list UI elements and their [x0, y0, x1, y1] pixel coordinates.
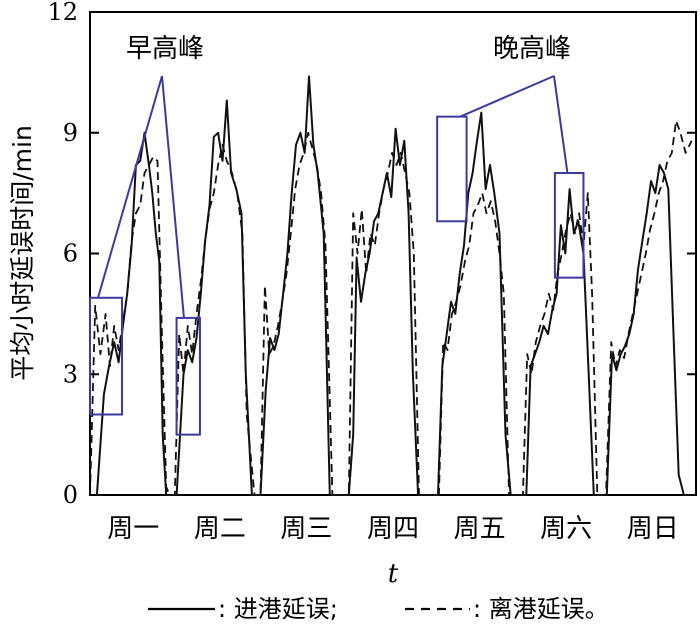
legend-label-arrival: : 进港延误;: [218, 595, 338, 623]
series-layer: [89, 75, 693, 496]
legend: : 进港延误; : 离港延误。: [148, 595, 609, 623]
peak-highlight-box: [175, 316, 201, 436]
series-line-departure: [89, 119, 693, 496]
legend-label-departure: : 离港延误。: [473, 595, 609, 623]
peak-highlight-box: [553, 172, 585, 279]
annotation-connector: [553, 75, 569, 174]
y-tick-label: 0: [63, 481, 78, 509]
x-category-label: 周二: [194, 514, 246, 544]
y-tick-label: 12: [47, 0, 78, 26]
x-category-labels: 周一 周二 周三 周四 周五 周六 周日: [107, 514, 678, 544]
series-line-arrival: [95, 75, 690, 496]
peak-annotation-label: 早高峰: [126, 34, 204, 64]
x-category-label: 周一: [107, 514, 159, 544]
x-category-label: 周日: [627, 514, 679, 544]
x-category-label: 周六: [540, 514, 592, 544]
x-axis-title: t: [388, 559, 399, 589]
y-tick-label: 9: [63, 119, 78, 147]
x-category-label: 周三: [280, 514, 332, 544]
x-category-label: 周五: [454, 514, 506, 544]
y-tick-labels: 0 3 6 9 12: [47, 0, 78, 509]
y-axis-title: 平均小时延误时间/min: [8, 125, 37, 381]
peak-highlight-box: [436, 115, 468, 223]
peak-annotation-label: 晚高峰: [493, 34, 571, 64]
annotation-connector: [459, 75, 555, 118]
annotation-connector: [97, 75, 163, 299]
peak-highlight-box: [89, 296, 124, 416]
annotation-layer: 早高峰 晚高峰: [89, 34, 585, 436]
x-category-label: 周四: [367, 514, 419, 544]
y-tick-label: 6: [63, 240, 78, 268]
y-tick-label: 3: [63, 360, 78, 388]
annotation-connector: [161, 75, 185, 318]
